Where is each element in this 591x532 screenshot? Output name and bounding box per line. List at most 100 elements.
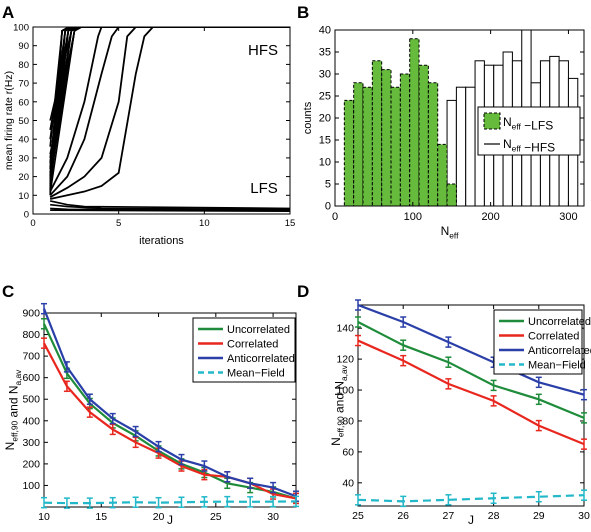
panel-c-xtick-label: 15	[95, 511, 107, 523]
series-line-anticorrelated	[42, 308, 297, 498]
panel-a-ytick-label: 30	[18, 153, 29, 164]
panel-c-ytick-label: 700	[22, 351, 40, 363]
panel-a-xtick-label: 5	[116, 218, 121, 229]
panel-b: B 0 100 200 300 0 5 10 15 20 25 30 35 40 Neff counts Ne…	[297, 3, 585, 241]
panel-b-legend: Neff −LFS Neff −HFS	[477, 106, 581, 156]
panel-a-ylabel: mean firing rate r(Hz)	[3, 71, 15, 170]
hfs-slow-trace	[49, 27, 290, 200]
hfs-slow-trace	[49, 27, 290, 192]
panel-a-ytick-label: 20	[18, 172, 29, 183]
panel-b-ytick-label: 40	[319, 25, 331, 37]
series-line-correlated	[357, 339, 585, 446]
panel-a-ytick-label: 70	[18, 79, 29, 90]
lfs-bar	[390, 86, 401, 207]
panel-b-ytick-label: 25	[319, 91, 331, 103]
legend-label: Uncorrelated	[227, 324, 290, 336]
panel-a-xtick-label: 10	[199, 218, 210, 229]
panel-d-xtick-label: 30	[578, 510, 590, 522]
lfs-trace	[50, 209, 290, 212]
panel-c-xtick-label: 20	[153, 511, 165, 523]
series-line-uncorrelated	[357, 321, 585, 419]
hfs-slow-trace	[49, 27, 290, 196]
annotation-hfs: HFS	[248, 42, 278, 59]
panel-a-xtick-label: 15	[285, 218, 296, 229]
panel-c-ylabel: Neff,90 and Na,av	[3, 369, 23, 450]
panel-d-frame	[357, 304, 585, 507]
lfs-bar	[353, 82, 364, 207]
panel-b-xtick-label: 200	[481, 211, 499, 223]
panel-b-xtick-label: 0	[332, 211, 338, 223]
panel-c-frame	[43, 312, 297, 508]
panel-d-ytick-label: 140	[336, 323, 354, 335]
lfs-bar	[418, 64, 429, 207]
panel-c-ytick-label: 800	[22, 329, 40, 341]
panel-d-ytick-label: 80	[342, 415, 354, 427]
hfs-trace	[49, 27, 290, 179]
hfs-trace	[49, 27, 290, 175]
panel-c-xtick-label: 10	[38, 511, 50, 523]
panel-c-ytick-label: 900	[22, 308, 40, 320]
panel-d-xtick-label: 27	[443, 510, 455, 522]
panel-c-ytick-label: 400	[22, 415, 40, 427]
panel-c-xlabel: J	[167, 513, 173, 527]
panel-a-xlabel: iterations	[139, 235, 184, 247]
legend-label: Anticorrelated	[227, 353, 295, 365]
panel-a-ytick-label: 60	[18, 97, 29, 108]
legend-label: Correlated	[227, 339, 278, 351]
panel-b-ylabel: counts	[302, 101, 314, 134]
hfs-trace	[49, 27, 290, 164]
panel-d-xtick-label: 25	[352, 510, 364, 522]
panel-a-ytick-label: 40	[18, 135, 29, 146]
panel-c-ytick-label: 500	[22, 394, 40, 406]
hfs-bar	[455, 86, 467, 207]
panel-a-xtick-label: 0	[30, 218, 35, 229]
series-line-meanfield	[357, 494, 585, 503]
lfs-bar	[381, 69, 392, 207]
legend-label: Correlated	[528, 331, 579, 343]
panel-b-ytick-label: 30	[319, 69, 331, 81]
panel-c-ytick-label: 200	[22, 458, 40, 470]
lfs-bar	[409, 38, 420, 207]
legend-label-lfs: Neff −LFS	[503, 115, 553, 133]
panel-c-xtick-label: 25	[210, 511, 222, 523]
panel-d-ytick-label: 100	[336, 385, 354, 397]
legend-label: Uncorrelated	[528, 316, 591, 328]
panel-d-ylabel: Neff,90 and Na,av	[329, 364, 349, 445]
panel-a-ytick-label: 0	[24, 210, 29, 221]
hfs-bar	[465, 86, 476, 207]
legend-swatch-lfs	[483, 112, 501, 130]
panel-a-letter: A	[2, 3, 14, 22]
series-line-meanfield	[43, 500, 297, 505]
panel-b-letter: B	[297, 3, 309, 22]
lfs-trace	[50, 203, 290, 211]
lfs-bar	[399, 73, 411, 207]
panel-c-ytick-label: 300	[22, 437, 40, 449]
panel-c-ytick-label: 600	[22, 372, 40, 384]
legend-label-hfs: Neff −HFS	[503, 137, 555, 155]
panel-d-ytick-label: 40	[342, 477, 354, 489]
panel-d-ytick-label: 60	[342, 446, 354, 458]
lfs-bar	[371, 60, 383, 207]
series-line-uncorrelated	[43, 323, 297, 500]
lfs-bar	[446, 183, 457, 207]
panel-d-xtick-label: 26	[397, 510, 409, 522]
panel-b-xtick-label: 300	[559, 211, 577, 223]
panel-b-ytick-label: 5	[325, 179, 331, 191]
panel-a-ytick-label: 10	[18, 191, 29, 202]
series-line-anticorrelated	[357, 303, 585, 396]
panel-d: D 25 26 27 28 29 30 40 60 80 100 120 140 J Neff,90 an…	[297, 282, 591, 527]
panel-b-ytick-label: 10	[319, 157, 331, 169]
panel-d-xlabel: J	[468, 513, 474, 527]
legend-label: Mean−Field	[227, 368, 285, 380]
panel-b-xtick-label: 100	[404, 211, 422, 223]
panel-c-legend: Uncorrelated Correlated Anticorrelated Mean…	[192, 317, 296, 383]
legend-label: Mean−Field	[528, 360, 586, 372]
hfs-trace	[49, 27, 290, 170]
panel-d-xtick-label: 29	[533, 510, 545, 522]
panel-d-legend: Uncorrelated Correlated Anticorrelated Mean…	[493, 309, 591, 375]
panel-a-traces	[49, 27, 290, 212]
lfs-bar	[343, 99, 355, 207]
panel-c-letter: C	[2, 282, 14, 301]
panel-d-ytick-label: 120	[336, 354, 354, 366]
